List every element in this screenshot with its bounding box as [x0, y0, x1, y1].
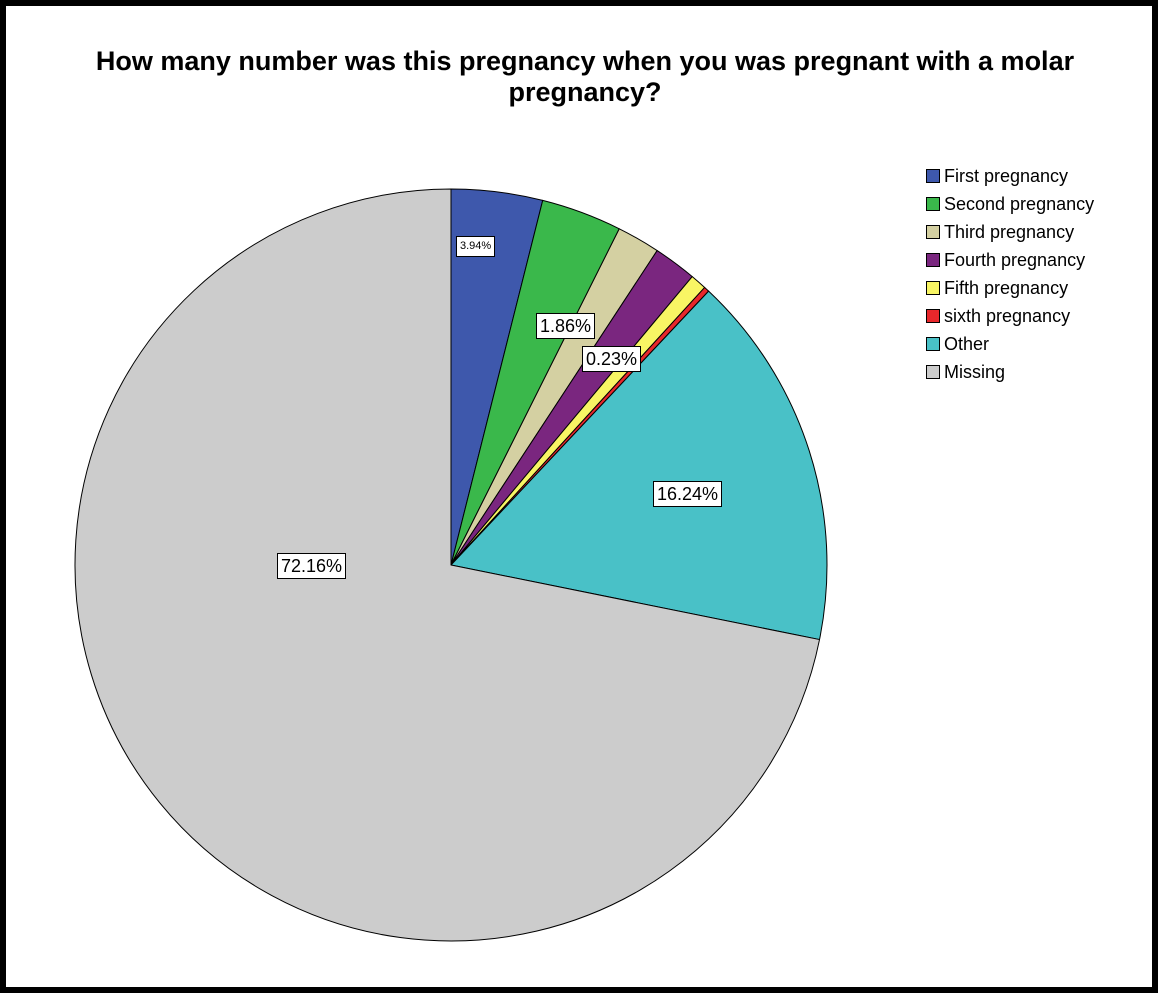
legend-swatch — [926, 281, 940, 295]
legend-label: Missing — [944, 361, 1006, 382]
legend-label: Other — [944, 333, 990, 354]
legend-swatch — [926, 253, 940, 267]
legend-item-missing: Missing — [926, 358, 1151, 386]
legend-item-fifth-pregnancy: Fifth pregnancy — [926, 274, 1151, 302]
pie-slice-other — [450, 290, 828, 641]
legend-swatch — [926, 169, 940, 183]
data-label-other: 16.24% — [653, 481, 723, 507]
legend-item-fourth-pregnancy: Fourth pregnancy — [926, 246, 1151, 274]
data-label-third-pregnancy: 1.86% — [536, 313, 596, 339]
pie-slice-missing — [74, 188, 821, 942]
legend-item-first-pregnancy: First pregnancy — [926, 162, 1151, 190]
legend-swatch — [926, 225, 940, 239]
legend-swatch — [926, 337, 940, 351]
legend-label: Fifth pregnancy — [944, 277, 1069, 298]
legend-swatch — [926, 365, 940, 379]
legend-swatch — [926, 309, 940, 323]
legend-label: First pregnancy — [944, 165, 1069, 186]
legend-label: Second pregnancy — [944, 193, 1095, 214]
legend-item-third-pregnancy: Third pregnancy — [926, 218, 1151, 246]
legend-item-second-pregnancy: Second pregnancy — [926, 190, 1151, 218]
data-label-sixth-pregnancy: 0.23% — [582, 346, 642, 372]
legend-label: sixth pregnancy — [944, 305, 1071, 326]
pie-chart — [74, 188, 828, 942]
chart-legend: First pregnancy Second pregnancy Third pre… — [926, 162, 1151, 386]
data-label-missing: 72.16% — [277, 553, 347, 579]
chart-title: How many number was this pregnancy when … — [95, 46, 1075, 107]
legend-swatch — [926, 197, 940, 211]
legend-item-other: Other — [926, 330, 1151, 358]
legend-label: Fourth pregnancy — [944, 249, 1086, 270]
legend-label: Third pregnancy — [944, 221, 1075, 242]
legend-item-sixth-pregnancy: sixth pregnancy — [926, 302, 1151, 330]
data-label-first-pregnancy: 3.94% — [456, 236, 496, 257]
